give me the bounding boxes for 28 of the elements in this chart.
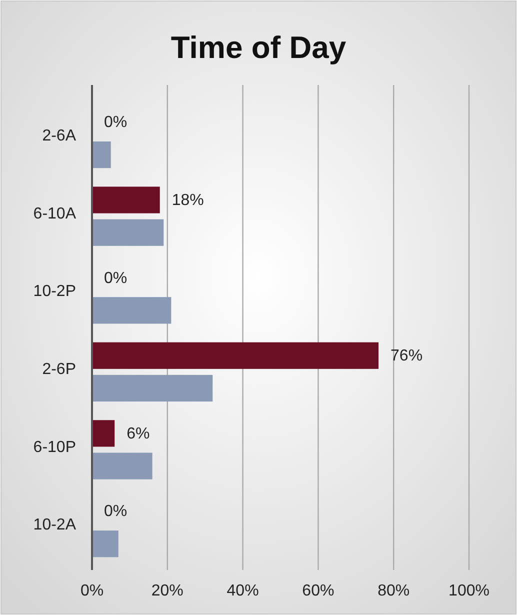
data-label: 0% [104,270,128,287]
bar [92,452,152,480]
y-tick-label: 10-2A [33,516,76,534]
y-tick-label: 6-10A [33,205,76,222]
chart-title: Time of Day [170,30,347,65]
bar [92,186,160,214]
data-label: 0% [104,503,128,520]
bar [92,342,379,369]
data-label: 76% [390,348,423,365]
x-tick-label: 80% [378,582,410,600]
data-label: 0% [104,114,128,132]
bar [92,141,111,168]
y-tick-label: 6-10P [33,438,76,456]
data-label: 18% [172,192,204,209]
data-label: 6% [126,425,150,442]
bar [92,297,172,324]
x-tick-label: 100% [448,582,490,600]
y-tick-label: 10-2P [33,283,76,300]
x-tick-label: 20% [151,582,184,600]
bar [92,530,118,558]
bar [92,420,115,447]
bar [92,219,164,246]
x-tick-label: 40% [226,582,259,600]
x-tick-label: 0% [80,582,104,600]
y-tick-label: 2-6A [42,128,76,145]
x-tick-label: 60% [302,582,334,600]
y-tick-label: 2-6P [42,361,76,378]
bar [92,374,213,402]
